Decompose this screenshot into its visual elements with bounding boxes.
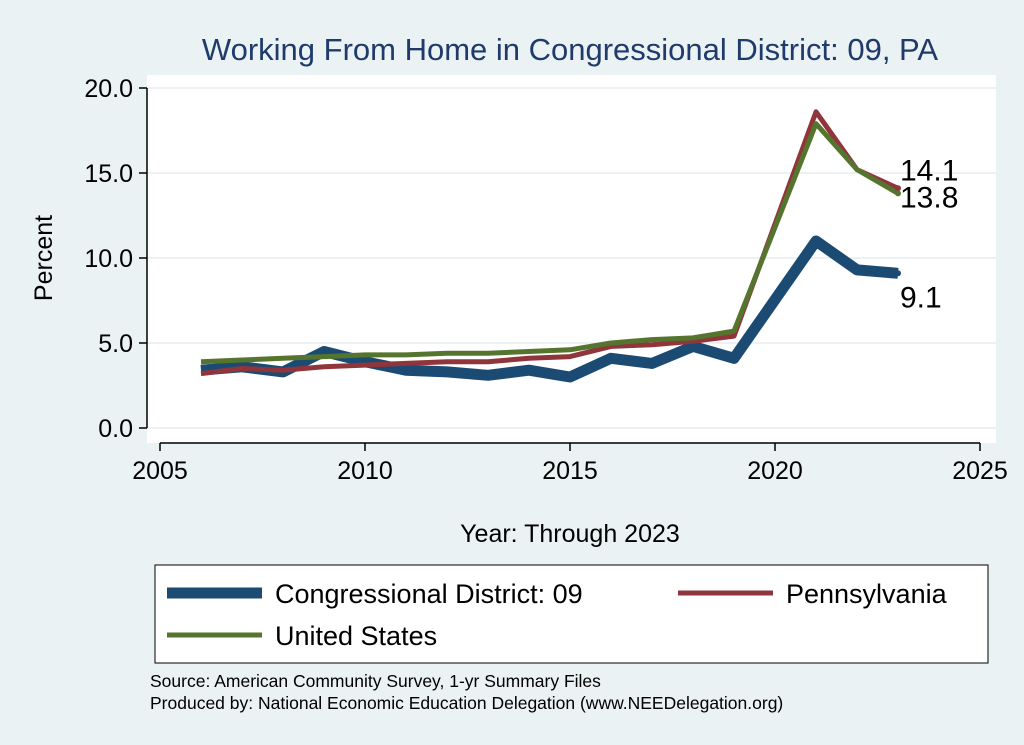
x-tick-label: 2005 — [132, 457, 188, 485]
y-tick-label: 10.0 — [84, 245, 133, 273]
series-lines — [200, 109, 900, 383]
end-labels: 9.1 14.113.8 — [895, 154, 958, 314]
axes: 0.0 5.0 10.0 15.0 20.0 2005 2010 2015 2020 2025 — [84, 75, 1007, 485]
plot-area — [147, 75, 996, 443]
producer-note: Produced by: National Economic Education… — [150, 693, 783, 713]
x-tick-label: 2015 — [542, 457, 598, 485]
end-marker-3 — [895, 190, 901, 197]
chart-title: Working From Home in Congressional Distr… — [202, 32, 939, 67]
legend-label-1: Congressional District: 09 — [275, 579, 583, 609]
end-label-3: 13.8 — [900, 181, 958, 214]
source-note: Source: American Community Survey, 1-yr … — [150, 671, 601, 691]
y-tick-label: 20.0 — [84, 75, 133, 103]
legend-label-2: Pennsylvania — [786, 579, 948, 609]
series-line-3 — [200, 121, 900, 365]
legend: Congressional District: 09 Pennsylvania Un… — [167, 579, 948, 651]
end-label-2: 14.1 — [900, 154, 958, 187]
end-label-1: 9.1 — [900, 281, 942, 314]
grid-lines — [147, 87, 996, 429]
x-tick-label: 2020 — [747, 457, 803, 485]
legend-label-3: United States — [275, 621, 437, 651]
x-axis-title: Year: Through 2023 — [460, 520, 680, 548]
y-tick-label: 5.0 — [98, 330, 133, 358]
end-marker-1 — [895, 270, 901, 277]
end-marker-2 — [895, 185, 901, 192]
x-tick-label: 2025 — [952, 457, 1008, 485]
legend-box — [154, 564, 989, 664]
x-tick-label: 2010 — [337, 457, 393, 485]
y-tick-label: 15.0 — [84, 160, 133, 188]
y-axis-title: Percent — [30, 215, 58, 301]
y-tick-label: 0.0 — [98, 415, 133, 443]
